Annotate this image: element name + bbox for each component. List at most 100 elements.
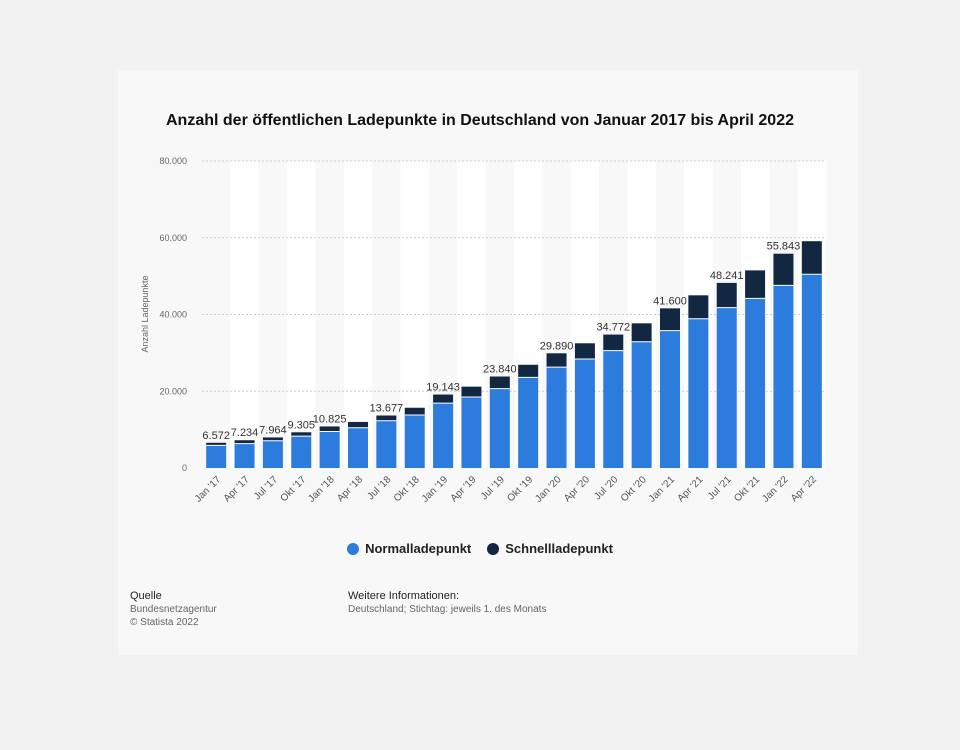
bar-fast	[688, 295, 709, 319]
x-tick-label: Jan '17	[193, 474, 224, 505]
x-tick-label: Jan '22	[760, 474, 791, 505]
bar-fast	[518, 364, 539, 378]
y-tick-label: 0	[182, 463, 187, 473]
bar-fast	[546, 353, 567, 368]
bar-fast	[206, 442, 227, 446]
chart-title: Anzahl der öffentlichen Ladepunkte in De…	[166, 112, 794, 129]
bar-normal	[773, 285, 794, 468]
x-tick-label: Jan '21	[647, 474, 678, 505]
x-tick-label: Apr '22	[789, 474, 819, 504]
x-tick-label: Apr '21	[676, 474, 706, 504]
bar-fast	[773, 253, 794, 286]
data-label: 6.572	[202, 430, 230, 442]
x-tick-label: Apr '20	[562, 474, 592, 504]
bar-normal	[206, 445, 227, 468]
info-block: Weitere Informationen: Deutschland; Stic…	[348, 590, 546, 616]
y-tick-label: 60.000	[159, 233, 187, 243]
bar-fast	[404, 407, 425, 416]
bar-fast	[433, 394, 454, 404]
x-tick-label: Okt '19	[505, 474, 535, 504]
legend-swatch-fast	[487, 542, 500, 555]
legend-item-fast[interactable]: Schnellladepunkt	[487, 541, 613, 556]
info-heading: Weitere Informationen:	[348, 590, 460, 602]
bar-normal	[603, 350, 624, 468]
bar-normal	[234, 443, 255, 468]
x-tick-label: Jul '18	[365, 474, 393, 502]
bar-fast	[376, 415, 397, 421]
legend-label-fast: Schnellladepunkt	[505, 541, 613, 556]
bar-normal	[376, 420, 397, 468]
x-tick-label: Okt '18	[392, 474, 422, 504]
bar-fast	[574, 343, 595, 360]
bar-normal	[688, 318, 709, 468]
x-tick-label: Jan '19	[420, 474, 451, 505]
data-label: 19.143	[426, 382, 460, 394]
x-tick-label: Okt '21	[732, 474, 762, 504]
x-tick-label: Jan '20	[533, 474, 564, 505]
x-tick-label: Jul '20	[592, 474, 620, 502]
bar-fast	[291, 432, 312, 437]
bar-normal	[660, 330, 680, 468]
y-tick-label: 20.000	[159, 386, 187, 396]
legend-label-normal: Normalladepunkt	[365, 541, 472, 556]
source-heading: Quelle	[130, 590, 162, 602]
data-label: 10.825	[313, 413, 347, 425]
y-axis-label: Anzahl Ladepunkte	[140, 275, 150, 352]
source-block: Quelle Bundesnetzagentur © Statista 2022	[130, 590, 217, 629]
bar-normal	[518, 377, 539, 468]
bar-fast	[461, 386, 482, 398]
legend: Normalladepunkt Schnellladepunkt	[0, 541, 960, 556]
bar-fast	[234, 440, 255, 444]
data-label: 9.305	[288, 419, 316, 431]
legend-item-normal[interactable]: Normalladepunkt	[347, 541, 471, 556]
bar-normal	[745, 298, 766, 468]
bar-fast	[489, 376, 510, 389]
bar-fast	[262, 437, 283, 441]
data-label: 29.890	[540, 340, 574, 352]
bar-normal	[631, 341, 652, 468]
bar-normal	[319, 431, 340, 468]
x-tick-label: Apr '19	[449, 474, 479, 504]
y-tick-label: 40.000	[159, 310, 187, 320]
bar-normal	[546, 367, 567, 468]
bar-normal	[574, 359, 595, 468]
x-tick-label: Jan '18	[306, 474, 337, 505]
source-line-1: Bundesnetzagentur	[130, 604, 217, 615]
data-label: 7.234	[231, 427, 259, 439]
data-label: 34.772	[596, 322, 630, 334]
x-tick-label: Jul '19	[479, 474, 507, 502]
bar-normal	[461, 397, 482, 468]
x-tick-label: Apr '17	[222, 474, 252, 504]
bar-fast	[660, 308, 680, 331]
bar-fast	[319, 426, 340, 432]
bar-normal	[348, 427, 368, 468]
bar-normal	[489, 388, 510, 468]
legend-swatch-normal	[347, 542, 360, 555]
bar-normal	[404, 415, 425, 468]
bar-fast	[716, 282, 737, 308]
bar-fast	[631, 323, 652, 342]
x-tick-label: Okt '20	[619, 474, 649, 504]
info-text: Deutschland; Stichtag: jeweils 1. des Mo…	[348, 604, 547, 615]
bar-normal	[433, 403, 454, 468]
x-tick-label: Apr '18	[335, 474, 365, 504]
x-tick-label: Jul '21	[706, 474, 734, 502]
bar-normal	[291, 436, 312, 468]
data-label: 23.840	[483, 364, 517, 376]
bar-fast	[348, 421, 368, 428]
bar-chart: 0 20.000 40.000 60.000 80.000 Anzahl Ladepunk…	[140, 156, 826, 505]
data-label: 13.677	[370, 403, 404, 415]
data-label: 48.241	[710, 270, 744, 282]
bar-fast	[603, 334, 624, 351]
data-label: 55.843	[767, 241, 801, 253]
bar-normal	[801, 274, 822, 468]
y-tick-label: 80.000	[159, 156, 187, 166]
source-line-2: © Statista 2022	[130, 617, 199, 628]
bar-normal	[716, 307, 737, 468]
data-label: 7.964	[259, 424, 287, 436]
bar-fast	[801, 241, 822, 275]
data-label: 41.600	[653, 295, 687, 307]
bar-fast	[745, 270, 766, 299]
x-tick-label: Jul '17	[252, 474, 280, 502]
x-tick-label: Okt '17	[278, 474, 308, 504]
